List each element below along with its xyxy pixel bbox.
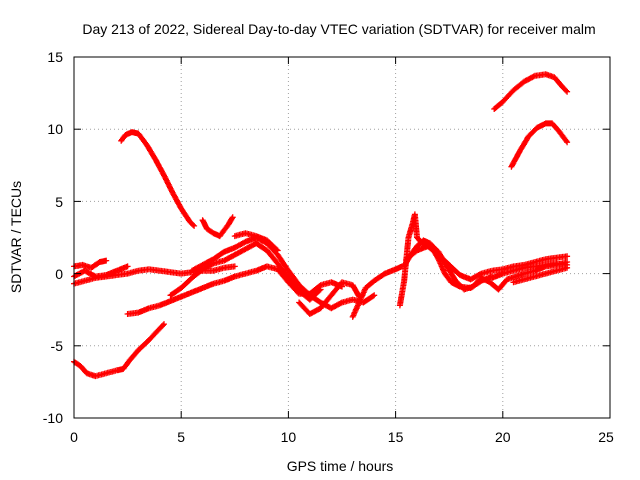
- y-tick-labels: -10 -5 0 5 10 15: [43, 49, 63, 426]
- data-point-markers: [118, 129, 198, 229]
- y-tick-label: 15: [47, 49, 63, 65]
- y-tick-label: -10: [43, 410, 63, 426]
- series-arc-17: [510, 264, 571, 286]
- x-tick-label: 10: [281, 429, 297, 445]
- chart-title: Day 213 of 2022, Sidereal Day-to-day VTE…: [82, 21, 595, 37]
- plot-frame: [73, 56, 611, 419]
- series-arc-12: [349, 263, 405, 320]
- x-axis-title: GPS time / hours: [287, 458, 394, 474]
- grid: [74, 57, 610, 418]
- series-arc-7: [167, 240, 324, 303]
- y-tick-label: 10: [47, 121, 63, 137]
- data-points: [71, 71, 571, 380]
- y-tick-label: 0: [55, 266, 63, 282]
- series-arc-1: [71, 321, 167, 380]
- data-point-markers: [231, 230, 281, 254]
- series-arc-3: [71, 257, 110, 271]
- x-tick-label: 5: [177, 429, 185, 445]
- series-arc-18: [491, 71, 571, 112]
- axis-ticks: [73, 56, 611, 419]
- data-point-markers: [508, 120, 571, 170]
- x-tick-label: 0: [70, 429, 78, 445]
- x-tick-label: 15: [388, 429, 404, 445]
- data-point-markers: [510, 264, 571, 286]
- x-tick-label: 25: [598, 429, 614, 445]
- series-arc-15: [403, 243, 571, 283]
- data-point-markers: [71, 321, 167, 380]
- data-point-markers: [403, 243, 571, 283]
- series-arc-19: [508, 120, 571, 170]
- y-axis-title: SDTVAR / TECUs: [8, 181, 24, 293]
- series-arc-16: [489, 260, 571, 281]
- data-point-markers: [296, 279, 363, 317]
- series-arc-11: [296, 279, 363, 317]
- y-tick-label: 5: [55, 194, 63, 210]
- series-arc-2: [118, 129, 198, 229]
- data-point-markers: [491, 71, 571, 112]
- data-point-markers: [349, 263, 405, 320]
- data-point-markers: [167, 240, 324, 303]
- series-arc-9: [199, 214, 236, 240]
- x-tick-label: 20: [495, 429, 511, 445]
- data-point-markers: [71, 257, 110, 271]
- x-tick-labels: 0 5 10 15 20 25: [70, 429, 614, 445]
- data-point-markers: [489, 260, 571, 281]
- series-arc-10: [231, 230, 281, 254]
- y-tick-label: -5: [51, 338, 64, 354]
- data-point-markers: [199, 214, 236, 240]
